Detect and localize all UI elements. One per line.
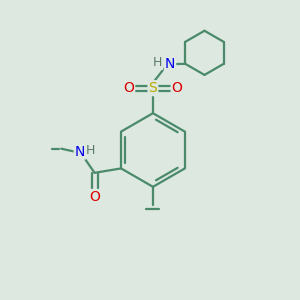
Text: H: H — [85, 144, 95, 157]
Text: O: O — [172, 81, 182, 95]
Text: N: N — [165, 57, 175, 71]
Text: O: O — [89, 190, 100, 204]
Text: O: O — [123, 81, 134, 95]
Text: S: S — [148, 81, 157, 95]
Text: N: N — [75, 145, 85, 159]
Text: H: H — [153, 56, 162, 69]
